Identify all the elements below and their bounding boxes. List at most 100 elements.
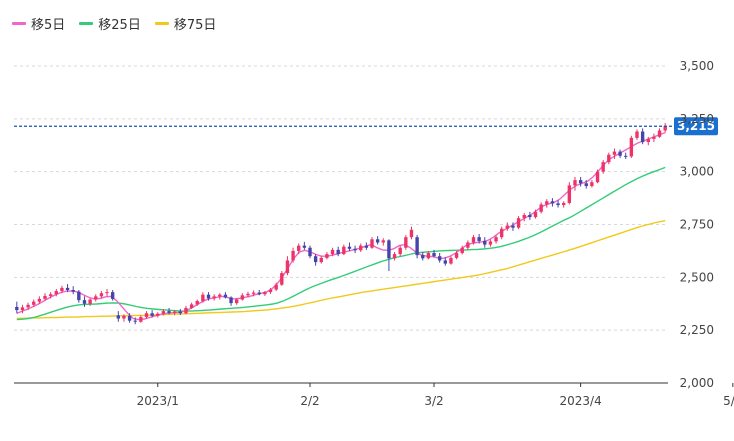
candle-body-75 [437, 256, 442, 261]
candle-99 [573, 176, 577, 191]
candle-88 [511, 222, 515, 231]
candle-body-49 [291, 250, 295, 261]
candle-body-86 [499, 228, 504, 238]
candle-2 [26, 302, 30, 311]
legend: 移5日 移25日 移75日 [12, 12, 216, 34]
candle-body-99 [573, 180, 577, 186]
candle-body-17 [110, 292, 115, 299]
candle-body-88 [511, 225, 515, 228]
candle-31 [189, 302, 194, 310]
candle-36 [218, 293, 222, 300]
candle-body-65 [381, 240, 385, 243]
candle-body-39 [235, 299, 239, 304]
candle-body-95 [550, 201, 555, 204]
candle-78 [454, 250, 459, 260]
candle-96 [556, 200, 560, 208]
candle-95 [550, 198, 555, 207]
candle-28 [172, 310, 177, 316]
legend-swatch-ma75 [154, 21, 169, 25]
candle-body-101 [584, 183, 588, 187]
candle-14 [94, 294, 98, 302]
candle-27 [167, 307, 171, 315]
candle-39 [235, 298, 239, 305]
x-tick-label-0: 2023/1 [137, 394, 179, 408]
candle-68 [398, 245, 402, 257]
candle-33 [201, 292, 205, 303]
candle-body-105 [607, 154, 611, 163]
candle-7 [54, 288, 58, 297]
candle-54 [319, 256, 323, 264]
candle-body-54 [319, 257, 323, 263]
last-price-label: 3,215 [677, 119, 715, 133]
legend-item-ma5[interactable]: 移5日 [12, 14, 65, 33]
candle-25 [156, 312, 160, 318]
candle-body-30 [184, 307, 188, 314]
candle-89 [516, 216, 521, 230]
candle-21 [133, 317, 137, 325]
candle-103 [595, 169, 600, 184]
candle-107 [618, 149, 622, 158]
moving-average-lines [16, 131, 666, 321]
candle-85 [494, 235, 498, 244]
candle-113 [652, 133, 656, 143]
candle-114 [657, 128, 662, 138]
candle-body-12 [82, 300, 87, 304]
last-price-badge [674, 117, 718, 136]
candle-87 [505, 222, 510, 231]
candle-100 [578, 176, 583, 187]
candle-body-3 [32, 301, 36, 305]
candle-body-46 [274, 284, 278, 290]
candle-body-103 [595, 171, 600, 183]
legend-label-ma5: 移5日 [31, 17, 66, 33]
candle-58 [342, 244, 346, 256]
legend-item-ma75[interactable]: 移75日 [154, 14, 216, 33]
candle-93 [539, 202, 543, 214]
candle-69 [404, 235, 408, 250]
candle-1 [20, 304, 25, 314]
candle-body-55 [325, 254, 329, 258]
candle-53 [313, 254, 318, 266]
candle-71 [415, 235, 419, 259]
candle-body-7 [54, 291, 58, 295]
candle-body-84 [488, 241, 493, 245]
candle-body-40 [240, 295, 245, 300]
candle-57 [336, 246, 340, 257]
candle-20 [127, 313, 132, 323]
candle-body-10 [71, 290, 75, 292]
ma25-line [16, 166, 666, 321]
candle-body-94 [545, 201, 549, 205]
candle-83 [483, 237, 487, 248]
candle-80 [466, 240, 470, 250]
y-tick-label-2250: 2,250 [680, 323, 714, 337]
candle-body-81 [471, 237, 476, 243]
candle-body-70 [409, 229, 414, 238]
candle-38 [229, 296, 233, 306]
candles [15, 123, 667, 325]
candle-56 [330, 247, 335, 257]
candle-98 [567, 182, 572, 205]
candle-45 [268, 287, 273, 294]
legend-item-ma25[interactable]: 移25日 [79, 14, 141, 33]
candle-90 [522, 212, 526, 222]
candle-82 [477, 234, 481, 244]
candle-body-108 [624, 155, 628, 157]
candle-body-37 [223, 294, 228, 298]
candle-body-50 [297, 245, 301, 251]
candle-body-9 [65, 287, 70, 291]
candle-77 [449, 256, 453, 265]
x-tick-label-1: 2/2 [300, 394, 319, 408]
candle-body-27 [167, 311, 171, 313]
candle-body-29 [178, 311, 183, 314]
candle-84 [488, 239, 493, 247]
candle-10 [71, 286, 75, 295]
candle-body-11 [77, 291, 81, 301]
candle-body-4 [37, 298, 42, 302]
candle-body-115 [663, 126, 667, 131]
candle-17 [110, 290, 115, 301]
candle-3 [32, 299, 36, 307]
candle-5 [43, 293, 47, 301]
candle-104 [601, 160, 605, 174]
candle-body-32 [195, 301, 199, 305]
candle-6 [48, 292, 53, 299]
candle-body-90 [522, 214, 526, 219]
